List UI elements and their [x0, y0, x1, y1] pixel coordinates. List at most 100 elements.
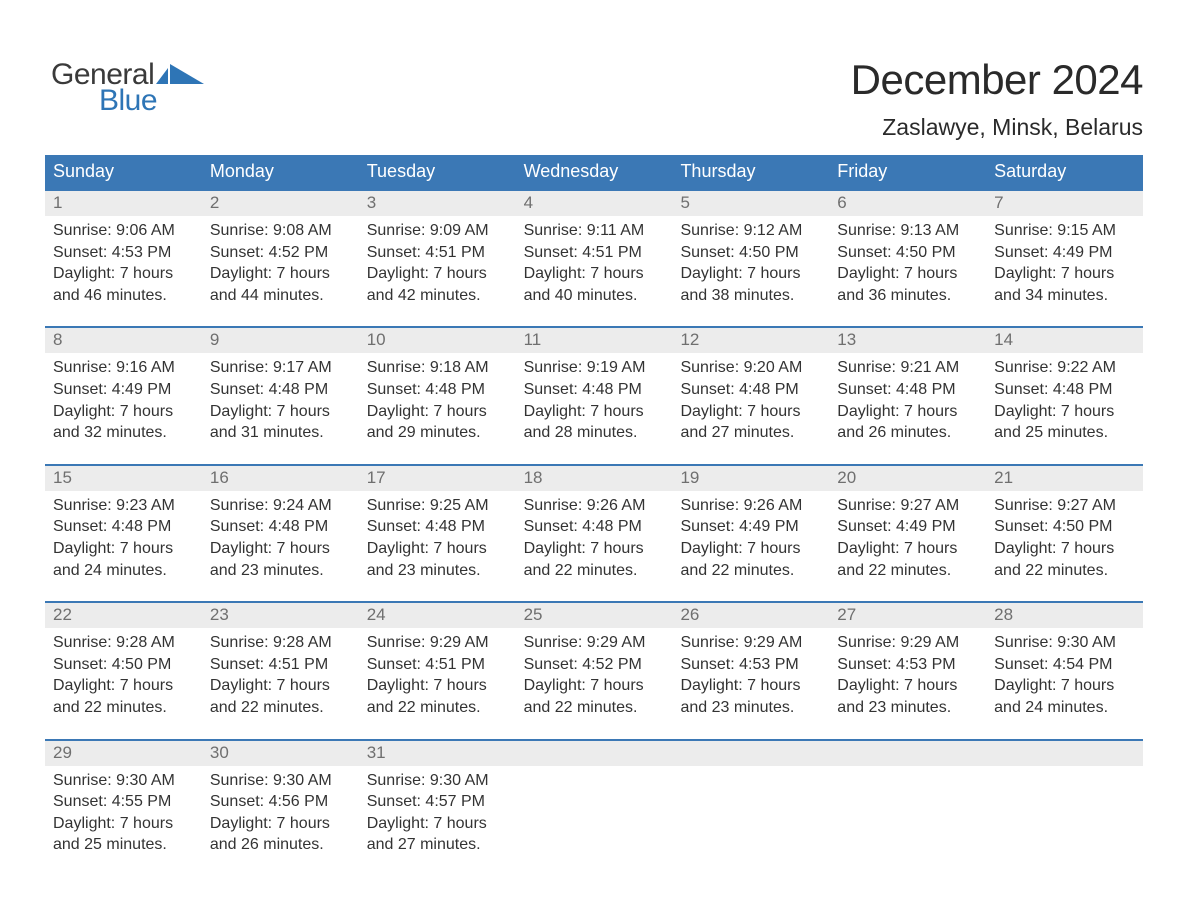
daylight-text-line1: Daylight: 7 hours — [367, 401, 508, 423]
sunrise-text: Sunrise: 9:06 AM — [53, 220, 194, 242]
day-number: 24 — [359, 603, 516, 628]
daylight-text-line1: Daylight: 7 hours — [994, 538, 1135, 560]
daylight-text-line1: Daylight: 7 hours — [524, 263, 665, 285]
day-number: 29 — [45, 741, 202, 766]
day-number: 31 — [359, 741, 516, 766]
sunset-text: Sunset: 4:49 PM — [837, 516, 978, 538]
day-content: Sunrise: 9:29 AMSunset: 4:53 PMDaylight:… — [829, 628, 986, 738]
daylight-text-line1: Daylight: 7 hours — [367, 675, 508, 697]
day-number: 6 — [829, 191, 986, 216]
day-number: 16 — [202, 466, 359, 491]
sunset-text: Sunset: 4:51 PM — [210, 654, 351, 676]
day-content: Sunrise: 9:28 AMSunset: 4:51 PMDaylight:… — [202, 628, 359, 738]
calendar-week: 15161718192021Sunrise: 9:23 AMSunset: 4:… — [45, 464, 1143, 601]
weeks-container: 1234567Sunrise: 9:06 AMSunset: 4:53 PMDa… — [45, 189, 1143, 876]
day-header-thursday: Thursday — [672, 155, 829, 189]
daylight-text-line2: and 23 minutes. — [210, 560, 351, 582]
day-content-row: Sunrise: 9:28 AM Sunset: 4:50 PM Daylight:… — [45, 628, 1143, 738]
sunrise-text: Sunrise: 9:26 AM — [680, 495, 821, 517]
daylight-text-line2: and 38 minutes. — [680, 285, 821, 307]
day-content-row: Sunrise: 9:23 AMSunset: 4:48 PMDaylight:… — [45, 491, 1143, 601]
daylight-text-line1: Daylight: 7 hours — [367, 813, 508, 835]
daylight-text-line2: and 23 minutes. — [367, 560, 508, 582]
day-content: Sunrise: 9:30 AMSunset: 4:54 PMDaylight:… — [986, 628, 1143, 738]
day-content: Sunrise: 9:13 AMSunset: 4:50 PMDaylight:… — [829, 216, 986, 326]
daylight-text-line2: and 22 minutes. — [524, 560, 665, 582]
sunrise-text: Sunrise: 9:20 AM — [680, 357, 821, 379]
day-number: 15 — [45, 466, 202, 491]
daylight-text-line2: and 25 minutes. — [53, 834, 194, 856]
day-content: Sunrise: 9:17 AMSunset: 4:48 PMDaylight:… — [202, 353, 359, 463]
day-content: Sunrise: 9:06 AMSunset: 4:53 PMDaylight:… — [45, 216, 202, 326]
location: Zaslawye, Minsk, Belarus — [851, 114, 1143, 141]
daylight-text-line1: Daylight: 7 hours — [53, 401, 194, 423]
day-header-sunday: Sunday — [45, 155, 202, 189]
daylight-text-line1: Daylight: 7 hours — [210, 538, 351, 560]
day-number: 27 — [829, 603, 986, 628]
day-content: Sunrise: 9:08 AMSunset: 4:52 PMDaylight:… — [202, 216, 359, 326]
daylight-text-line2: and 28 minutes. — [524, 422, 665, 444]
day-number: 3 — [359, 191, 516, 216]
sunrise-text: Sunrise: 9:16 AM — [53, 357, 194, 379]
sunset-text: Sunset: 4:52 PM — [524, 654, 665, 676]
sunrise-text: Sunrise: 9:28 AM — [210, 632, 351, 654]
day-number: 28 — [986, 603, 1143, 628]
sunset-text: Sunset: 4:53 PM — [680, 654, 821, 676]
day-number: 25 — [516, 603, 673, 628]
daylight-text-line2: and 22 minutes. — [680, 560, 821, 582]
daylight-text-line2: and 22 minutes. — [837, 560, 978, 582]
day-number: 30 — [202, 741, 359, 766]
sunset-text: Sunset: 4:53 PM — [53, 242, 194, 264]
sunrise-text: Sunrise: 9:30 AM — [53, 770, 194, 792]
day-content-row: Sunrise: 9:16 AMSunset: 4:49 PMDaylight:… — [45, 353, 1143, 463]
daylight-text-line2: and 44 minutes. — [210, 285, 351, 307]
daylight-text-line2: and 22 minutes. — [994, 560, 1135, 582]
day-content: Sunrise: 9:29 AMSunset: 4:52 PMDaylight:… — [516, 628, 673, 738]
day-number: 9 — [202, 328, 359, 353]
daylight-text-line1: Daylight: 7 hours — [837, 401, 978, 423]
daylight-text-line2: and 22 minutes. — [210, 697, 351, 719]
sunset-text: Sunset: 4:48 PM — [524, 379, 665, 401]
sunrise-text: Sunrise: 9:15 AM — [994, 220, 1135, 242]
daylight-text-line2: and 32 minutes. — [53, 422, 194, 444]
day-number: 20 — [829, 466, 986, 491]
day-number — [672, 741, 829, 766]
day-content: Sunrise: 9:24 AMSunset: 4:48 PMDaylight:… — [202, 491, 359, 601]
daylight-text-line2: and 22 minutes. — [53, 697, 194, 719]
day-number: 11 — [516, 328, 673, 353]
sunset-text: Sunset: 4:49 PM — [680, 516, 821, 538]
sunset-text: Sunset: 4:50 PM — [53, 654, 194, 676]
day-content: Sunrise: 9:12 AMSunset: 4:50 PMDaylight:… — [672, 216, 829, 326]
sunset-text: Sunset: 4:55 PM — [53, 791, 194, 813]
day-header-row: Sunday Monday Tuesday Wednesday Thursday… — [45, 155, 1143, 189]
sunrise-text: Sunrise: 9:25 AM — [367, 495, 508, 517]
calendar: Sunday Monday Tuesday Wednesday Thursday… — [45, 155, 1143, 876]
sunrise-text: Sunrise: 9:19 AM — [524, 357, 665, 379]
daylight-text-line2: and 31 minutes. — [210, 422, 351, 444]
daylight-text-line2: and 24 minutes. — [53, 560, 194, 582]
sunrise-text: Sunrise: 9:18 AM — [367, 357, 508, 379]
logo-word-blue: Blue — [99, 84, 204, 118]
sunrise-text: Sunrise: 9:12 AM — [680, 220, 821, 242]
daylight-text-line1: Daylight: 7 hours — [994, 675, 1135, 697]
daylight-text-line2: and 24 minutes. — [994, 697, 1135, 719]
day-header-wednesday: Wednesday — [516, 155, 673, 189]
daylight-text-line1: Daylight: 7 hours — [837, 263, 978, 285]
sunset-text: Sunset: 4:48 PM — [53, 516, 194, 538]
day-header-monday: Monday — [202, 155, 359, 189]
daylight-text-line1: Daylight: 7 hours — [680, 538, 821, 560]
daylight-text-line1: Daylight: 7 hours — [994, 263, 1135, 285]
day-number — [829, 741, 986, 766]
sunrise-text: Sunrise: 9:29 AM — [680, 632, 821, 654]
daylight-text-line1: Daylight: 7 hours — [524, 675, 665, 697]
day-number: 13 — [829, 328, 986, 353]
day-number — [516, 741, 673, 766]
day-content — [829, 766, 986, 876]
day-content: Sunrise: 9:16 AMSunset: 4:49 PMDaylight:… — [45, 353, 202, 463]
sunset-text: Sunset: 4:50 PM — [994, 516, 1135, 538]
daylight-text-line1: Daylight: 7 hours — [367, 538, 508, 560]
day-content: Sunrise: 9:15 AMSunset: 4:49 PMDaylight:… — [986, 216, 1143, 326]
sunset-text: Sunset: 4:53 PM — [837, 654, 978, 676]
day-header-saturday: Saturday — [986, 155, 1143, 189]
sunset-text: Sunset: 4:49 PM — [53, 379, 194, 401]
